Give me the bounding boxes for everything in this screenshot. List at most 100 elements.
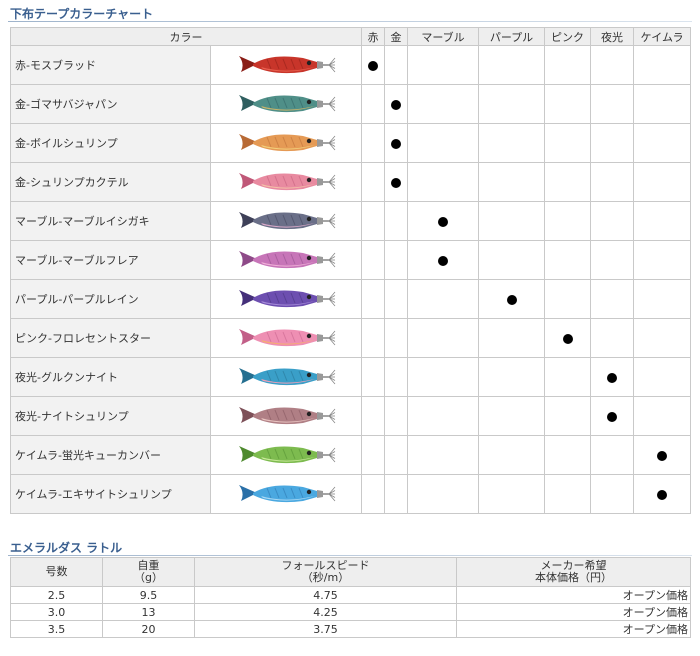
size-cell: 2.5 — [10, 586, 103, 604]
category-mark-dot — [657, 490, 667, 500]
lure-illustration — [239, 329, 336, 347]
category-cell — [478, 474, 545, 514]
category-cell — [384, 240, 408, 280]
color-chart-table: カラー 赤 金 マーブル パープル ピンク 夜光 ケイムラ 赤-モスブラッド 金-… — [10, 27, 691, 514]
category-cell — [478, 357, 545, 397]
category-cell — [361, 123, 385, 163]
lure-illustration — [239, 173, 336, 191]
lure-illustration — [239, 56, 336, 74]
category-mark-dot — [657, 451, 667, 461]
color-name: ピンク-フロレセントスター — [10, 318, 211, 358]
category-cell — [361, 279, 385, 319]
category-cell — [544, 396, 591, 436]
category-cell — [361, 435, 385, 475]
color-row: ピンク-フロレセントスター — [10, 318, 691, 358]
weight-cell: 20 — [102, 620, 195, 638]
lure-illustration — [239, 134, 336, 152]
category-header-keimura: ケイムラ — [633, 27, 691, 46]
category-cell — [384, 474, 408, 514]
category-cell — [544, 435, 591, 475]
category-cell — [633, 474, 691, 514]
color-name: 金-ゴマサバジャパン — [10, 84, 211, 124]
category-header-purple: パープル — [478, 27, 545, 46]
color-row: 金-ボイルシュリンプ — [10, 123, 691, 163]
category-cell — [544, 162, 591, 202]
price-cell: オープン価格 — [456, 620, 691, 638]
category-cell — [407, 435, 479, 475]
category-cell — [361, 474, 385, 514]
lure-illustration — [239, 446, 336, 464]
spec-title-rule — [8, 555, 692, 556]
category-cell — [590, 396, 634, 436]
category-cell — [478, 435, 545, 475]
category-cell — [633, 162, 691, 202]
color-column-header: カラー — [10, 27, 362, 46]
color-row: 金-ゴマサバジャパン — [10, 84, 691, 124]
category-cell — [361, 162, 385, 202]
category-mark-dot — [391, 139, 401, 149]
category-cell — [633, 45, 691, 85]
color-name: パープル-パープルレイン — [10, 279, 211, 319]
lure-image-cell — [210, 318, 362, 358]
color-name: マーブル-マーブルフレア — [10, 240, 211, 280]
lure-image-cell — [210, 123, 362, 163]
spec-row: 3.5 20 3.75 オープン価格 — [10, 620, 691, 638]
category-cell — [384, 279, 408, 319]
category-cell — [590, 123, 634, 163]
price-cell: オープン価格 — [456, 586, 691, 604]
weight-cell: 9.5 — [102, 586, 195, 604]
category-cell — [361, 357, 385, 397]
category-cell — [478, 240, 545, 280]
category-cell — [544, 240, 591, 280]
category-cell — [544, 474, 591, 514]
color-name: 夜光-グルクンナイト — [10, 357, 211, 397]
category-cell — [590, 474, 634, 514]
category-cell — [407, 84, 479, 124]
color-row: 金-シュリンプカクテル — [10, 162, 691, 202]
category-cell — [478, 84, 545, 124]
category-cell — [633, 357, 691, 397]
lure-illustration — [239, 368, 336, 386]
spec-row: 2.5 9.5 4.75 オープン価格 — [10, 586, 691, 604]
category-cell — [544, 201, 591, 241]
category-cell — [633, 279, 691, 319]
category-cell — [478, 162, 545, 202]
category-cell — [590, 84, 634, 124]
color-name: ケイムラ-エキサイトシュリンプ — [10, 474, 211, 514]
lure-image-cell — [210, 45, 362, 85]
lure-image-cell — [210, 240, 362, 280]
spec-table: 号数 自重 （g） フォールスピード （秒/m） メーカー希望 本体価格（円） 2.5… — [10, 557, 691, 638]
category-mark-dot — [438, 217, 448, 227]
color-name: マーブル-マーブルイシガキ — [10, 201, 211, 241]
lure-illustration — [239, 251, 336, 269]
category-cell — [544, 45, 591, 85]
category-cell — [384, 396, 408, 436]
category-cell — [544, 123, 591, 163]
lure-image-cell — [210, 474, 362, 514]
category-header-red: 赤 — [361, 27, 385, 46]
category-header-gold: 金 — [384, 27, 408, 46]
category-cell — [478, 279, 545, 319]
category-header-marble: マーブル — [407, 27, 479, 46]
color-name: 赤-モスブラッド — [10, 45, 211, 85]
lure-illustration — [239, 407, 336, 425]
lure-image-cell — [210, 162, 362, 202]
category-cell — [384, 162, 408, 202]
category-cell — [384, 318, 408, 358]
category-cell — [633, 84, 691, 124]
lure-illustration — [239, 212, 336, 230]
category-mark-dot — [562, 334, 573, 344]
color-row: マーブル-マーブルフレア — [10, 240, 691, 280]
category-cell — [407, 240, 479, 280]
category-cell — [407, 123, 479, 163]
lure-illustration — [239, 485, 336, 503]
category-header-glow: 夜光 — [590, 27, 634, 46]
category-cell — [407, 45, 479, 85]
category-mark-dot — [607, 373, 617, 383]
category-cell — [590, 240, 634, 280]
fall-speed-cell: 4.25 — [194, 603, 457, 621]
color-row: 赤-モスブラッド — [10, 45, 691, 85]
category-mark-dot — [506, 295, 517, 305]
category-cell — [384, 357, 408, 397]
color-chart-title: 下布テープカラーチャート — [10, 7, 154, 21]
